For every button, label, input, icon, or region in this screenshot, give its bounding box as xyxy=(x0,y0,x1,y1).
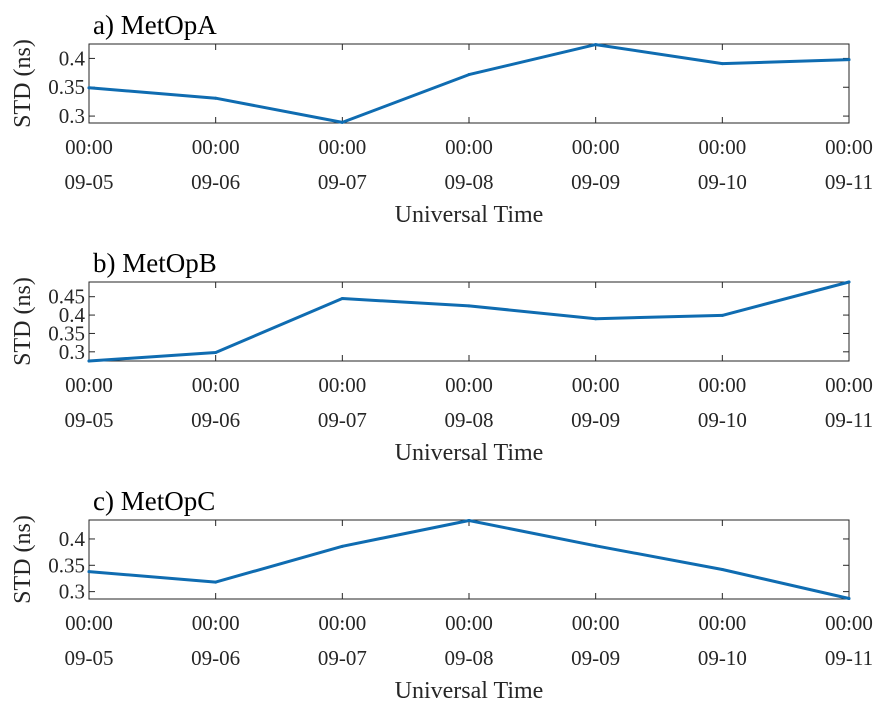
x-tick-label-time: 00:00 xyxy=(698,135,746,159)
x-tick-label-date: 09-08 xyxy=(445,170,494,194)
x-tick-label-time: 00:00 xyxy=(825,611,873,635)
x-tick-label-time: 00:00 xyxy=(65,611,113,635)
plot-area-frame xyxy=(88,281,850,362)
x-tick-label-time: 00:00 xyxy=(572,373,620,397)
y-tick-label: 0.35 xyxy=(48,321,85,345)
x-tick-label-time: 00:00 xyxy=(192,373,240,397)
x-tick-label-time: 00:00 xyxy=(698,373,746,397)
x-tick-label-time: 00:00 xyxy=(445,611,493,635)
x-tick-label-time: 00:00 xyxy=(192,135,240,159)
y-tick-label: 0.3 xyxy=(59,104,85,128)
x-tick-label-date: 09-05 xyxy=(65,408,114,432)
x-tick-label-time: 00:00 xyxy=(825,135,873,159)
x-tick-label-date: 09-10 xyxy=(698,170,747,194)
y-tick-label: 0.4 xyxy=(59,46,86,70)
x-tick-label-date: 09-09 xyxy=(571,170,620,194)
data-point xyxy=(340,120,344,124)
chart-panel-2: b) MetOpB 0.30.350.40.45 00:00 09-05 00:00 09… xyxy=(10,248,873,466)
data-point xyxy=(467,73,471,77)
x-tick-label-date: 09-07 xyxy=(318,408,367,432)
y-tick-label: 0.3 xyxy=(59,340,85,364)
x-tick-label-date: 09-11 xyxy=(825,170,873,194)
y-axis-label: STD (ns) xyxy=(10,515,36,604)
x-tick-label-date: 09-07 xyxy=(318,646,367,670)
chart-title: c) MetOpC xyxy=(93,486,215,516)
data-point xyxy=(340,544,344,548)
x-tick-label-date: 09-06 xyxy=(191,646,240,670)
x-tick-label-time: 00:00 xyxy=(572,135,620,159)
x-tick-label-time: 00:00 xyxy=(825,373,873,397)
chart-title: a) MetOpA xyxy=(93,10,217,40)
y-axis-label: STD (ns) xyxy=(10,39,36,128)
data-point xyxy=(214,580,218,584)
x-tick-label-date: 09-08 xyxy=(445,408,494,432)
data-point xyxy=(594,317,598,321)
data-point xyxy=(214,96,218,100)
x-tick-label-date: 09-06 xyxy=(191,408,240,432)
x-tick-label-time: 00:00 xyxy=(698,611,746,635)
data-point xyxy=(720,313,724,317)
x-tick-label-date: 09-06 xyxy=(191,170,240,194)
x-tick-label-date: 09-09 xyxy=(571,408,620,432)
x-tick-label-date: 09-05 xyxy=(65,170,114,194)
chart-panel-3: c) MetOpC 0.3 0.350.4 00:00 09-05 00:00 09-06 0… xyxy=(10,486,873,704)
data-point xyxy=(340,297,344,301)
x-tick-label-time: 00:00 xyxy=(318,373,366,397)
y-axis-label: STD (ns) xyxy=(10,277,36,366)
data-point xyxy=(847,58,851,62)
x-tick-label-date: 09-08 xyxy=(445,646,494,670)
x-tick-label-time: 00:00 xyxy=(318,611,366,635)
data-point xyxy=(87,86,91,90)
series-line-1 xyxy=(87,519,851,600)
x-tick-label-date: 09-11 xyxy=(825,408,873,432)
x-tick-label-date: 09-10 xyxy=(698,646,747,670)
y-tick-label: 0.35 xyxy=(48,75,85,99)
x-tick-label-date: 09-09 xyxy=(571,646,620,670)
x-tick-label-date: 09-05 xyxy=(65,646,114,670)
data-point xyxy=(594,544,598,548)
x-tick-label-time: 00:00 xyxy=(445,373,493,397)
data-point xyxy=(720,62,724,66)
x-tick-label-time: 00:00 xyxy=(192,611,240,635)
series-line-1 xyxy=(87,280,851,363)
y-tick-label: 0.45 xyxy=(48,285,85,309)
x-tick-label-date: 09-10 xyxy=(698,408,747,432)
data-point xyxy=(87,570,91,574)
data-point xyxy=(720,568,724,572)
x-axis-label: Universal Time xyxy=(395,440,544,466)
x-tick-label-time: 00:00 xyxy=(65,373,113,397)
x-tick-label-time: 00:00 xyxy=(318,135,366,159)
data-point xyxy=(847,280,851,284)
chart-title: b) MetOpB xyxy=(93,248,217,278)
chart-panel-1: a) MetOpA 0.3 0.35 0.4 00:00 09-05 00:00 09-06 0… xyxy=(10,10,873,228)
x-tick-label-date: 09-07 xyxy=(318,170,367,194)
plot-area-frame xyxy=(88,43,850,124)
x-tick-label-time: 00:00 xyxy=(572,611,620,635)
data-point xyxy=(467,519,471,523)
y-tick-label: 0.35 xyxy=(48,553,85,577)
series-line-1 xyxy=(87,43,851,124)
x-tick-label-time: 00:00 xyxy=(445,135,493,159)
x-tick-label-time: 00:00 xyxy=(65,135,113,159)
data-point xyxy=(594,43,598,47)
data-point xyxy=(847,596,851,600)
x-axis-label: Universal Time xyxy=(395,202,544,228)
x-tick-label-date: 09-11 xyxy=(825,646,873,670)
y-tick-label: 0.4 xyxy=(59,303,86,327)
data-point xyxy=(467,304,471,308)
data-point xyxy=(87,359,91,363)
x-axis-label: Universal Time xyxy=(395,678,544,704)
y-tick-label: 0.3 xyxy=(59,580,85,604)
y-tick-label: 0.4 xyxy=(59,527,86,551)
data-point xyxy=(214,351,218,355)
plot-area-frame xyxy=(88,519,850,600)
